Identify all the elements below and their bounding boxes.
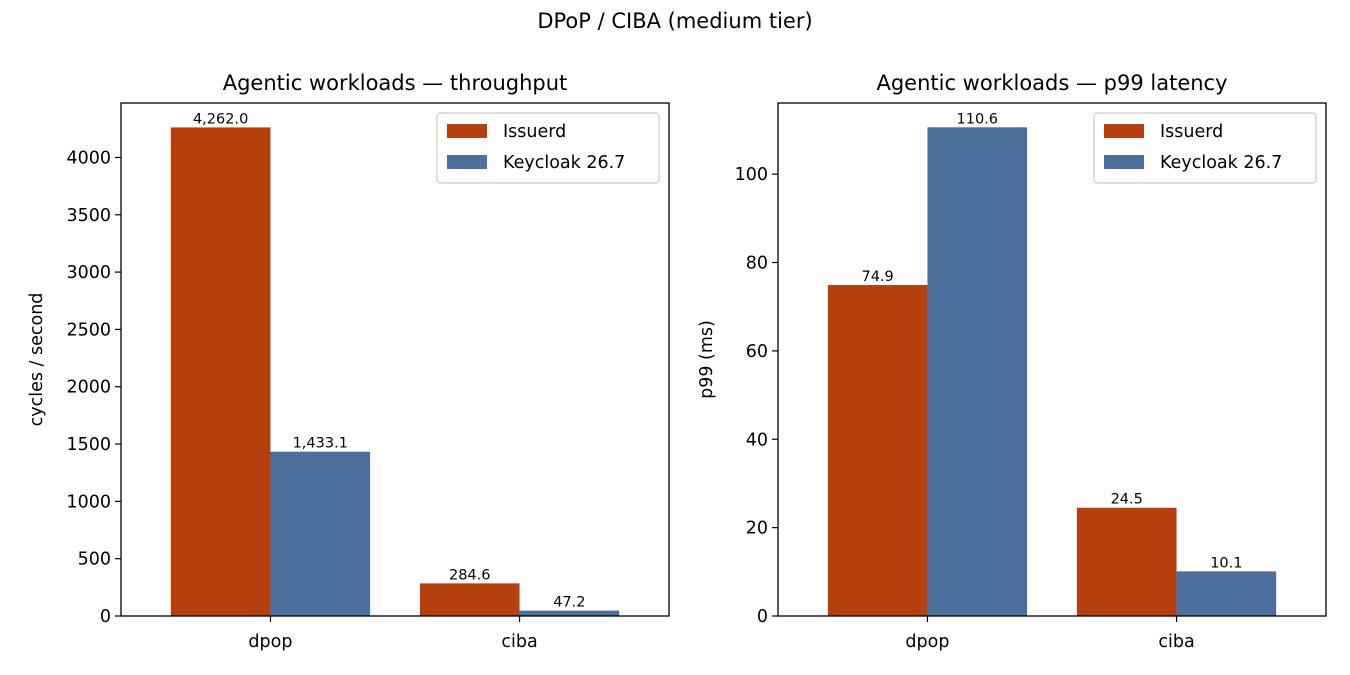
chart1-bar-label-ciba-issuerd: 284.6 xyxy=(449,567,491,583)
chart1-legend-label-keycloak: Keycloak 26.7 xyxy=(503,153,625,173)
chart1-bar-label-ciba-keycloak: 47.2 xyxy=(553,595,585,611)
chart1-bar-ciba-issuerd xyxy=(419,583,520,616)
chart1-ytick-label: 1500 xyxy=(66,435,111,455)
chart1-ylabel: cycles / second xyxy=(27,293,47,427)
figure-suptitle: DPoP / CIBA (medium tier) xyxy=(537,9,813,33)
chart2-ylabel: p99 (ms) xyxy=(697,320,717,399)
chart1-ytick-label: 0 xyxy=(100,607,111,627)
chart2-axes-frame xyxy=(777,102,1327,617)
chart2-ytick-label: 20 xyxy=(746,519,768,539)
chart2-legend-swatch-issuerd xyxy=(1104,124,1144,138)
chart2-bar-ciba-keycloak xyxy=(1176,571,1277,616)
chart1-xtick-label-ciba: ciba xyxy=(501,632,537,652)
chart2-legend-swatch-keycloak xyxy=(1104,155,1144,169)
chart1-title: Agentic workloads — throughput xyxy=(223,71,568,95)
chart1-bar-label-dpop-issuerd: 4,262.0 xyxy=(193,111,248,127)
chart1-ytick-label: 2500 xyxy=(66,320,111,340)
chart1-legend-box xyxy=(436,112,660,184)
chart2-xtick-label-dpop: dpop xyxy=(905,632,949,652)
chart2-ytick-label: 100 xyxy=(735,165,768,185)
chart1-bar-label-dpop-keycloak: 1,433.1 xyxy=(293,436,348,452)
chart2-legend-box xyxy=(1093,112,1317,184)
chart1-legend-swatch-keycloak xyxy=(447,155,487,169)
chart1-xtick-label-dpop: dpop xyxy=(248,632,292,652)
chart1-ytick-label: 1000 xyxy=(66,492,111,512)
chart2-legend-label-issuerd: Issuerd xyxy=(1160,122,1223,142)
chart1-bar-ciba-keycloak xyxy=(519,610,620,616)
chart2-ytick-label: 0 xyxy=(757,607,768,627)
chart1-bar-dpop-keycloak xyxy=(270,451,371,616)
chart1-ytick-label: 500 xyxy=(78,550,111,570)
chart1-legend-swatch-issuerd xyxy=(447,124,487,138)
chart1-ytick-label: 4000 xyxy=(66,148,111,168)
chart1-axes-frame xyxy=(120,102,670,617)
chart2-bar-dpop-issuerd xyxy=(827,285,928,616)
chart1-ytick-label: 3500 xyxy=(66,206,111,226)
chart2-bar-dpop-keycloak xyxy=(927,127,1028,617)
chart2-ytick-label: 80 xyxy=(746,254,768,274)
chart2-bar-label-dpop-keycloak: 110.6 xyxy=(957,111,999,127)
chart2-title: Agentic workloads — p99 latency xyxy=(876,71,1227,95)
chart2-bar-label-ciba-issuerd: 24.5 xyxy=(1111,492,1143,508)
chart2-legend-label-keycloak: Keycloak 26.7 xyxy=(1160,153,1282,173)
chart2-bar-label-ciba-keycloak: 10.1 xyxy=(1210,555,1242,571)
chart2-bar-label-dpop-issuerd: 74.9 xyxy=(861,269,893,285)
chart2-xtick-label-ciba: ciba xyxy=(1158,632,1194,652)
chart1-ytick-label: 2000 xyxy=(66,378,111,398)
chart2-bar-ciba-issuerd xyxy=(1076,507,1177,616)
chart1-legend-label-issuerd: Issuerd xyxy=(503,122,566,142)
chart1-ytick-label: 3000 xyxy=(66,263,111,283)
chart1-bar-dpop-issuerd xyxy=(170,127,271,616)
chart2-ytick-label: 60 xyxy=(746,342,768,362)
chart2-ytick-label: 40 xyxy=(746,430,768,450)
